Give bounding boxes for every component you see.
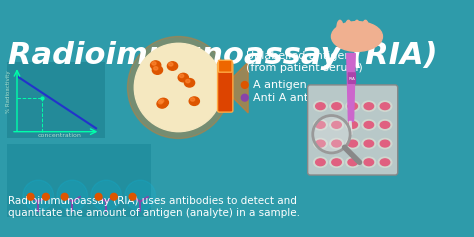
FancyBboxPatch shape (308, 85, 398, 175)
Ellipse shape (191, 98, 195, 101)
FancyBboxPatch shape (219, 60, 232, 72)
FancyBboxPatch shape (218, 62, 233, 112)
Ellipse shape (316, 140, 325, 147)
Ellipse shape (169, 63, 173, 66)
Ellipse shape (380, 140, 390, 147)
Ellipse shape (362, 157, 375, 167)
Ellipse shape (346, 101, 359, 111)
Ellipse shape (330, 101, 343, 111)
Ellipse shape (186, 79, 190, 83)
Circle shape (110, 193, 117, 200)
Ellipse shape (348, 103, 357, 109)
Circle shape (95, 193, 102, 200)
Circle shape (57, 180, 88, 211)
Ellipse shape (380, 103, 390, 109)
Ellipse shape (378, 101, 392, 111)
Circle shape (128, 36, 229, 138)
Ellipse shape (364, 103, 374, 109)
Ellipse shape (348, 122, 357, 128)
Ellipse shape (380, 122, 390, 128)
Ellipse shape (154, 67, 158, 70)
Text: Anti A antibody: Anti A antibody (253, 93, 339, 103)
Ellipse shape (157, 100, 167, 108)
Circle shape (313, 115, 350, 153)
Ellipse shape (332, 103, 341, 109)
Ellipse shape (152, 66, 163, 74)
Circle shape (241, 82, 248, 88)
Ellipse shape (331, 22, 383, 51)
Text: % Radioactivity: % Radioactivity (6, 70, 11, 113)
FancyBboxPatch shape (7, 144, 151, 217)
Circle shape (43, 193, 49, 200)
Ellipse shape (151, 61, 161, 69)
Text: Radioimmunoassay (RIA) uses antibodies to detect and
quantitate the amount of an: Radioimmunoassay (RIA) uses antibodies t… (9, 196, 301, 218)
Ellipse shape (180, 74, 184, 77)
Ellipse shape (337, 20, 343, 36)
Ellipse shape (364, 159, 374, 166)
Circle shape (134, 43, 223, 132)
Polygon shape (223, 62, 248, 113)
Ellipse shape (332, 140, 341, 147)
Text: A antigen: A antigen (253, 80, 307, 90)
Ellipse shape (316, 159, 325, 166)
Ellipse shape (316, 103, 325, 109)
Ellipse shape (332, 159, 341, 166)
Text: Unlabelled antigen
(from patient serum): Unlabelled antigen (from patient serum) (246, 51, 363, 73)
Ellipse shape (364, 122, 374, 128)
Ellipse shape (330, 120, 343, 130)
Ellipse shape (346, 157, 359, 167)
Ellipse shape (330, 157, 343, 167)
Circle shape (27, 193, 34, 200)
Ellipse shape (348, 140, 357, 147)
Circle shape (125, 180, 155, 211)
Ellipse shape (362, 120, 375, 130)
Ellipse shape (316, 122, 325, 128)
Ellipse shape (346, 20, 351, 36)
Ellipse shape (160, 99, 164, 103)
Text: RIA: RIA (348, 77, 356, 81)
Ellipse shape (184, 78, 195, 87)
Ellipse shape (330, 138, 343, 149)
Ellipse shape (362, 138, 375, 149)
Ellipse shape (378, 138, 392, 149)
Ellipse shape (363, 20, 368, 36)
Ellipse shape (380, 159, 390, 166)
FancyBboxPatch shape (7, 62, 105, 138)
Ellipse shape (362, 101, 375, 111)
Ellipse shape (378, 120, 392, 130)
FancyBboxPatch shape (347, 72, 356, 84)
Ellipse shape (346, 120, 359, 130)
Ellipse shape (189, 97, 200, 105)
Ellipse shape (314, 138, 327, 149)
Text: concentration: concentration (37, 133, 82, 138)
Ellipse shape (152, 62, 156, 65)
Ellipse shape (314, 101, 327, 111)
Ellipse shape (348, 159, 357, 166)
Ellipse shape (314, 120, 327, 130)
Ellipse shape (314, 157, 327, 167)
Circle shape (129, 193, 136, 200)
Circle shape (23, 180, 54, 211)
Ellipse shape (378, 157, 392, 167)
Polygon shape (347, 54, 355, 122)
Polygon shape (349, 122, 352, 134)
Ellipse shape (158, 100, 163, 104)
Ellipse shape (364, 140, 374, 147)
Ellipse shape (354, 20, 360, 36)
Ellipse shape (346, 138, 359, 149)
Circle shape (91, 180, 121, 211)
Ellipse shape (167, 62, 178, 70)
Circle shape (241, 94, 248, 101)
Circle shape (61, 193, 68, 200)
Ellipse shape (178, 73, 188, 82)
Text: Radioimmunoassay (RIA): Radioimmunoassay (RIA) (9, 41, 438, 70)
Ellipse shape (332, 122, 341, 128)
Ellipse shape (158, 98, 168, 107)
